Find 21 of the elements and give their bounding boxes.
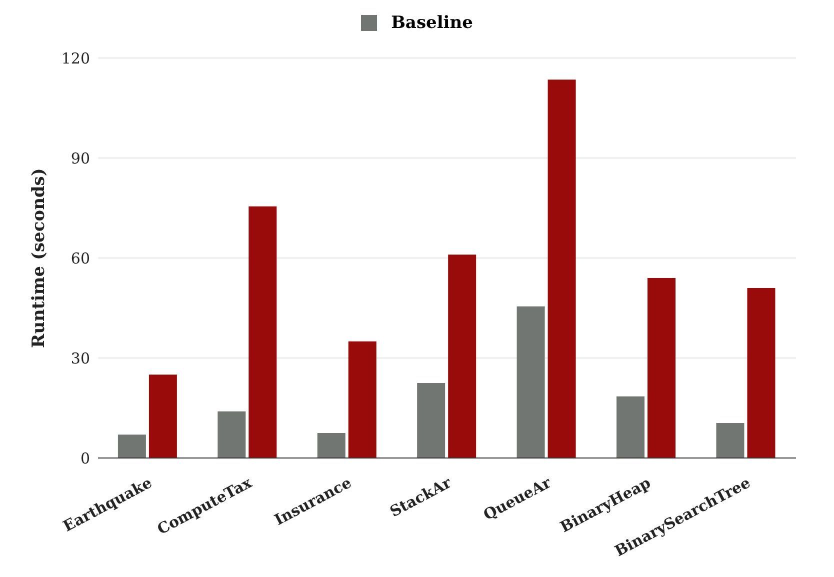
y-tick-label: 0: [80, 449, 90, 468]
bar: [448, 254, 476, 458]
y-tick-label: 120: [61, 49, 90, 68]
bar: [317, 433, 346, 458]
bar: [516, 306, 545, 458]
bar: [648, 278, 676, 458]
y-tick-label: 60: [70, 249, 90, 268]
y-tick-label: 30: [70, 349, 90, 368]
bar: [616, 396, 645, 458]
bar: [148, 374, 177, 458]
bar: [716, 423, 744, 458]
bar: [548, 80, 576, 458]
bar: [348, 341, 376, 458]
legend-label: Baseline: [391, 13, 473, 33]
bar: [248, 206, 277, 458]
bar: [118, 434, 146, 458]
bar: [218, 411, 246, 458]
y-tick-label: 90: [70, 149, 90, 168]
y-axis-title: Runtime (seconds): [29, 168, 50, 348]
bar: [417, 383, 446, 458]
bar: [747, 288, 776, 458]
